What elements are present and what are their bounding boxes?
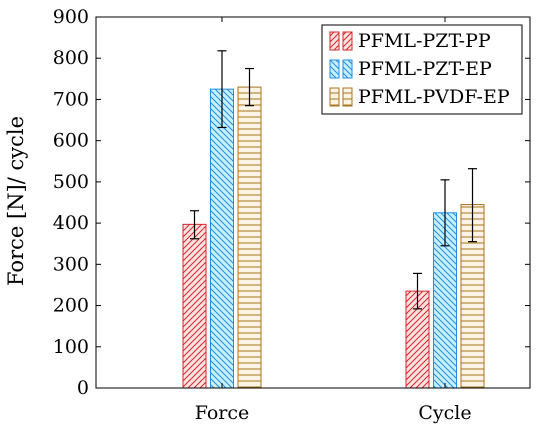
legend-entry: PFML-PZT-EP — [329, 58, 492, 80]
legend-swatch — [329, 59, 340, 79]
legend-label: PFML-PVDF-EP — [358, 86, 510, 108]
y-tick-label: 400 — [53, 212, 89, 234]
y-tick-label: 200 — [53, 295, 89, 317]
legend-label: PFML-PZT-PP — [358, 30, 491, 52]
legend-label: PFML-PZT-EP — [358, 58, 492, 80]
legend-swatch — [329, 31, 340, 51]
y-tick-label: 600 — [53, 130, 89, 152]
y-tick-label: 300 — [53, 253, 89, 275]
x-tick-label: Cycle — [418, 402, 471, 424]
x-tick-label: Force — [195, 402, 250, 424]
y-tick-label: 500 — [53, 171, 89, 193]
legend-swatch — [329, 87, 340, 107]
error-bar-pfml-pzt-pp-cycle — [413, 272, 422, 310]
legend-swatch — [342, 87, 353, 107]
y-tick-label: 100 — [53, 336, 89, 358]
legend-entry: PFML-PZT-PP — [329, 30, 491, 52]
error-bar-pfml-pvdf-ep-force — [245, 67, 254, 107]
bar-pfml-pzt-pp-force — [182, 223, 207, 389]
plot-frame — [95, 16, 531, 389]
bar-pfml-pzt-ep-force — [210, 88, 234, 389]
y-tick-label: 700 — [53, 88, 89, 110]
error-bar-pfml-pvdf-ep-cycle — [468, 168, 477, 243]
error-bar-pfml-pzt-ep-cycle — [440, 179, 450, 247]
y-axis: 0 100 200 300 400 500 600 700 800 900 — [53, 6, 530, 399]
bar-pfml-pvdf-ep-force — [237, 86, 262, 389]
plot-area — [95, 16, 531, 389]
y-tick-label: 800 — [53, 47, 89, 69]
legend-swatch — [342, 31, 353, 51]
error-bar-pfml-pzt-pp-force — [190, 210, 199, 240]
legend-swatch — [342, 59, 353, 79]
legend: PFML-PZT-PP PFML-PZT-EP PFML-PVDF-EP — [321, 24, 523, 115]
legend-entry: PFML-PVDF-EP — [329, 86, 510, 108]
error-bar-pfml-pzt-ep-force — [217, 50, 227, 129]
x-axis: Force Cycle — [195, 17, 472, 424]
legend-box — [321, 24, 523, 115]
y-tick-label: 0 — [77, 377, 89, 399]
y-tick-label: 900 — [53, 6, 89, 28]
y-axis-label: Force [N]/ cycle — [4, 116, 28, 286]
